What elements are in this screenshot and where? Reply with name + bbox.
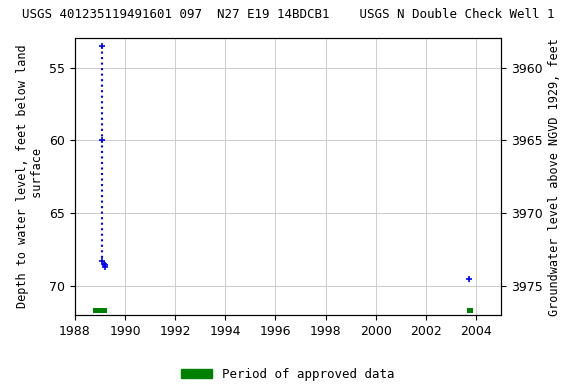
Point (97, 137, 107, 143)
Point (101, 264, 110, 270)
Text: USGS 401235119491601 097  N27 E19 14BDCB1    USGS N Double Check Well 1: USGS 401235119491601 097 N27 E19 14BDCB1… (22, 8, 554, 21)
Point (100, 262, 109, 268)
Y-axis label: Groundwater level above NGVD 1929, feet: Groundwater level above NGVD 1929, feet (548, 38, 561, 316)
Bar (93, 308, 107, 313)
Point (99, 261, 108, 267)
Bar (467, 308, 473, 313)
Point (97, 43, 107, 49)
Legend: Period of approved data: Period of approved data (176, 363, 400, 384)
Y-axis label: Depth to water level, feet below land
 surface: Depth to water level, feet below land su… (16, 45, 44, 308)
Point (464, 275, 473, 281)
Point (97, 258, 107, 264)
